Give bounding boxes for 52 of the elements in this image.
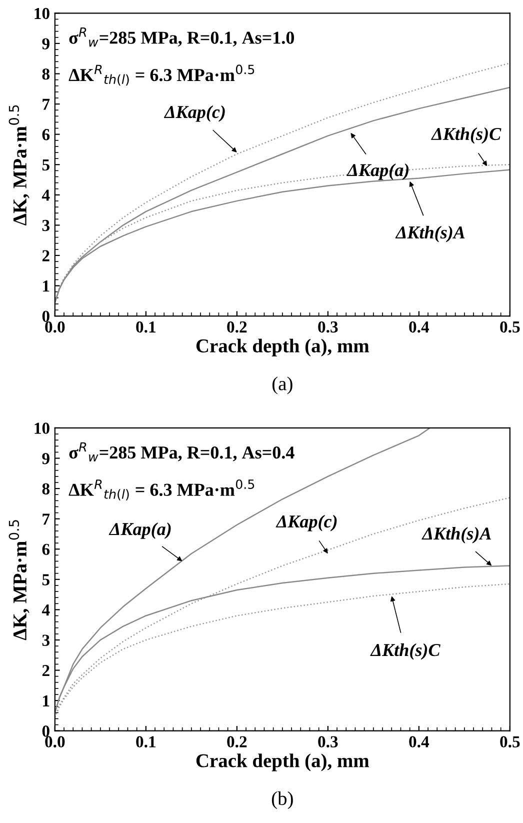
y-tick-label: 3 bbox=[42, 220, 50, 232]
annotation: ΔKth(s)C bbox=[430, 127, 502, 144]
x-tick-label: 0.3 bbox=[318, 321, 338, 333]
y-tick-label: 5 bbox=[42, 574, 50, 586]
y-tick-label: 0 bbox=[42, 310, 50, 322]
annotation: ΔKth(s)A bbox=[395, 226, 465, 242]
y-tick-label: 7 bbox=[42, 514, 50, 525]
x-tick-label: 0.2 bbox=[227, 321, 247, 333]
x-tick-label: 0.0 bbox=[45, 321, 65, 333]
annotation: ΔKap(c) bbox=[164, 105, 225, 122]
x-tick-label: 0.0 bbox=[45, 736, 65, 748]
y-tick-label: 4 bbox=[42, 604, 50, 616]
annotation: ΔKap(c) bbox=[276, 514, 337, 532]
y-tick-label: 4 bbox=[42, 190, 50, 201]
y-tick-label: 9 bbox=[42, 452, 50, 464]
y-tick-label: 10 bbox=[34, 422, 50, 434]
y-tick-label: 7 bbox=[42, 98, 50, 110]
x-tick-label: 0.2 bbox=[227, 736, 247, 748]
x-tick-label: 0.4 bbox=[409, 736, 430, 748]
annotation: σ$^{R}$$_{w}$=285 MPa, R=0.1, As=1.0 bbox=[69, 28, 294, 47]
y-tick-label: 3 bbox=[42, 634, 50, 646]
y-tick-label: 1 bbox=[43, 695, 50, 706]
annotation: ΔK$^{R}$$_{th(l)}$ = 6.3 MPa·m$^{0.5}$ bbox=[68, 64, 254, 86]
x-tick-label: 0.3 bbox=[318, 736, 338, 748]
y-tick-label: 0 bbox=[42, 726, 50, 737]
x-tick-label: 0.5 bbox=[500, 321, 520, 333]
annotation: ΔK$^{R}$$_{th(l)}$ = 6.3 MPa·m$^{0.5}$ bbox=[68, 479, 254, 500]
y-axis-title: ΔK, MPa·m$^{0.5}$ bbox=[8, 520, 30, 640]
y-tick-label: 1 bbox=[43, 280, 50, 292]
annotation: ΔKth(s)A bbox=[422, 527, 492, 544]
y-tick-label: 6 bbox=[42, 544, 50, 556]
y-tick-label: 8 bbox=[42, 483, 50, 494]
annotation: σ$^{R}$$_{w}$=285 MPa, R=0.1, As=0.4 bbox=[69, 442, 294, 462]
y-tick-label: 8 bbox=[42, 68, 50, 80]
y-tick-label: 5 bbox=[42, 159, 50, 171]
x-axis-title: Crack depth (a), mm bbox=[196, 338, 370, 356]
y-tick-label: 10 bbox=[34, 8, 50, 20]
y-axis-title: ΔK, MPa·m$^{0.5}$ bbox=[8, 105, 30, 226]
text: (a) bbox=[272, 376, 292, 394]
x-axis-title: Crack depth (a), mm bbox=[196, 754, 370, 772]
annotation: ΔKap(a) bbox=[108, 522, 171, 539]
text: (b) bbox=[272, 791, 293, 810]
annotation: ΔKap(a) bbox=[346, 164, 409, 180]
x-tick-label: 0.4 bbox=[409, 321, 430, 333]
y-tick-label: 6 bbox=[42, 129, 50, 140]
y-tick-label: 2 bbox=[42, 250, 50, 262]
x-tick-label: 0.1 bbox=[136, 736, 156, 748]
x-tick-label: 0.1 bbox=[136, 321, 156, 333]
y-tick-label: 9 bbox=[42, 38, 50, 50]
annotation: ΔKth(s)C bbox=[370, 643, 440, 660]
x-tick-label: 0.5 bbox=[500, 736, 520, 748]
y-tick-label: 2 bbox=[42, 664, 50, 676]
